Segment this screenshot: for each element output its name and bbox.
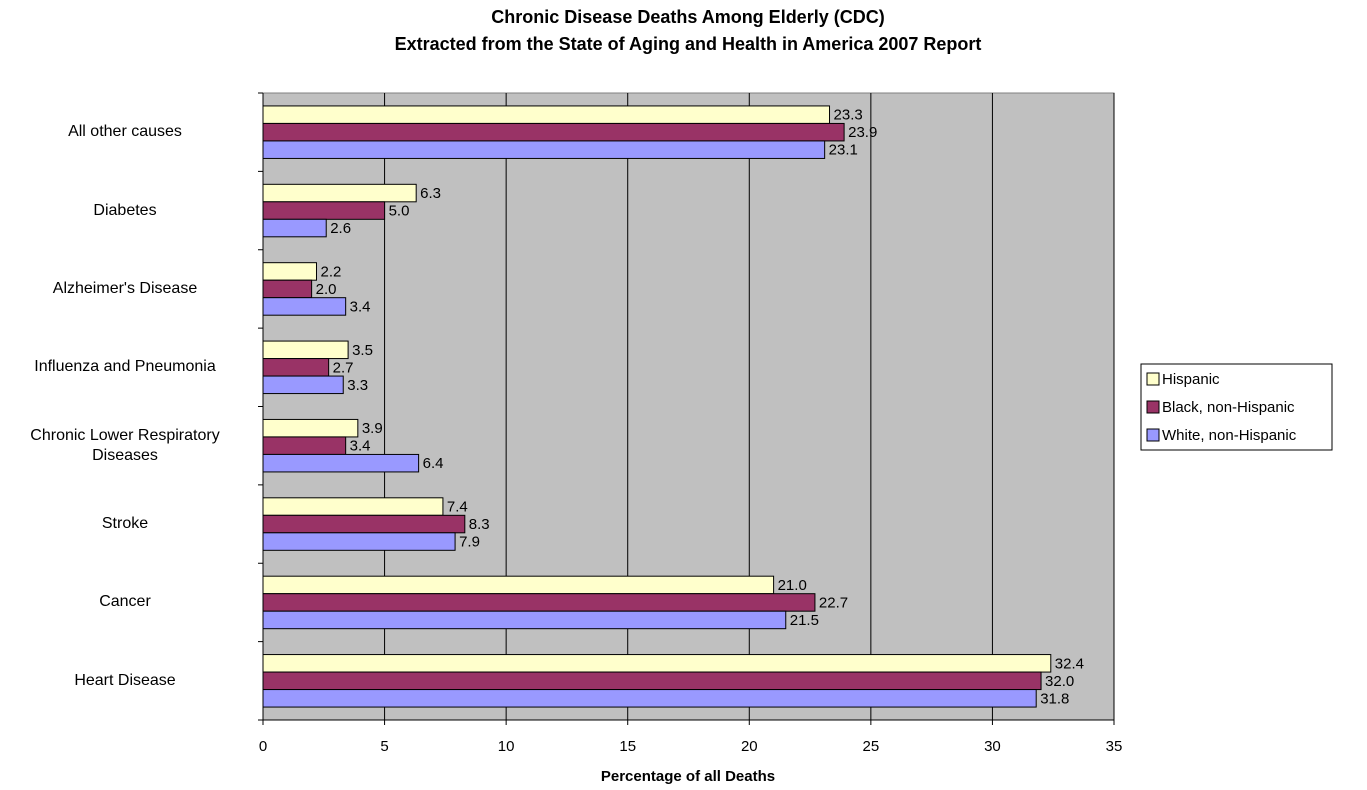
bar — [262, 418, 359, 438]
data-label: 3.3 — [347, 377, 368, 394]
y-tick-label: Chronic Lower Respiratory Diseases — [30, 426, 220, 464]
data-label: 21.0 — [778, 577, 807, 594]
bar — [262, 671, 1042, 691]
y-tick-label: Cancer — [99, 593, 151, 611]
bar — [262, 140, 826, 159]
data-label: 7.4 — [447, 499, 468, 516]
data-label: 22.7 — [819, 594, 848, 611]
x-tick-label: 15 — [619, 738, 636, 755]
y-tick-label: Heart Disease — [74, 671, 176, 689]
bar — [262, 532, 456, 551]
data-label: 3.5 — [352, 342, 373, 359]
y-tick-label: Influenza and Pneumonia — [34, 358, 216, 376]
bar — [262, 105, 831, 124]
data-label: 3.4 — [350, 438, 371, 455]
bar — [262, 575, 775, 595]
bar — [262, 297, 347, 316]
legend-label: White, non-Hispanic — [1162, 427, 1297, 444]
bar — [262, 279, 313, 299]
bar — [262, 262, 317, 281]
y-tick-label: Alzheimer's Disease — [52, 279, 198, 297]
legend-swatch — [1146, 372, 1160, 386]
data-label: 2.0 — [316, 281, 337, 298]
data-label: 8.3 — [469, 516, 490, 533]
bar — [262, 122, 845, 142]
x-tick-label: 20 — [741, 738, 758, 755]
bar — [262, 453, 420, 473]
x-tick-label: 5 — [380, 738, 388, 755]
data-label: 32.4 — [1055, 655, 1084, 672]
data-label: 6.3 — [420, 185, 441, 202]
x-tick-label: 10 — [498, 738, 515, 755]
bar — [262, 183, 417, 203]
data-label: 31.8 — [1040, 690, 1069, 707]
data-label: 3.4 — [350, 298, 371, 315]
x-tick-label: 0 — [259, 738, 267, 755]
y-tick-label: All other causes — [68, 123, 182, 141]
bar — [262, 593, 816, 612]
data-label: 6.4 — [423, 455, 444, 472]
legend-label: Black, non-Hispanic — [1162, 399, 1295, 416]
data-label: 5.0 — [389, 203, 410, 220]
chart-title: Chronic Disease Deaths Among Elderly (CD… — [491, 7, 884, 27]
x-tick-label: 30 — [984, 738, 1001, 755]
data-label: 3.9 — [362, 420, 383, 437]
bar — [262, 689, 1037, 708]
data-label: 23.9 — [848, 124, 877, 141]
y-tick-label: Diabetes — [93, 201, 157, 219]
data-label: 2.6 — [330, 220, 351, 237]
bar — [262, 358, 330, 377]
legend-swatch — [1146, 400, 1160, 414]
x-tick-label: 35 — [1106, 738, 1123, 755]
x-axis-label: Percentage of all Deaths — [601, 768, 775, 785]
data-label: 32.0 — [1045, 673, 1074, 690]
data-label: 2.2 — [320, 263, 341, 280]
bar — [262, 514, 466, 534]
bar — [262, 340, 349, 360]
x-tick-label: 25 — [863, 738, 880, 755]
bar — [262, 497, 444, 516]
legend-swatch — [1146, 428, 1160, 442]
bar — [262, 610, 787, 630]
legend-label: Hispanic — [1162, 371, 1220, 388]
data-label: 7.9 — [459, 534, 480, 551]
data-label: 2.7 — [333, 359, 354, 376]
bar — [262, 375, 344, 395]
bar — [262, 218, 327, 238]
chart-subtitle: Extracted from the State of Aging and He… — [395, 34, 982, 54]
bar — [262, 436, 347, 455]
legend-box — [1140, 363, 1333, 451]
y-tick-label: Stroke — [101, 515, 149, 533]
data-label: 23.3 — [834, 107, 863, 124]
bar — [262, 654, 1052, 673]
bar — [262, 201, 386, 220]
data-label: 23.1 — [829, 142, 858, 159]
data-label: 21.5 — [790, 612, 819, 629]
